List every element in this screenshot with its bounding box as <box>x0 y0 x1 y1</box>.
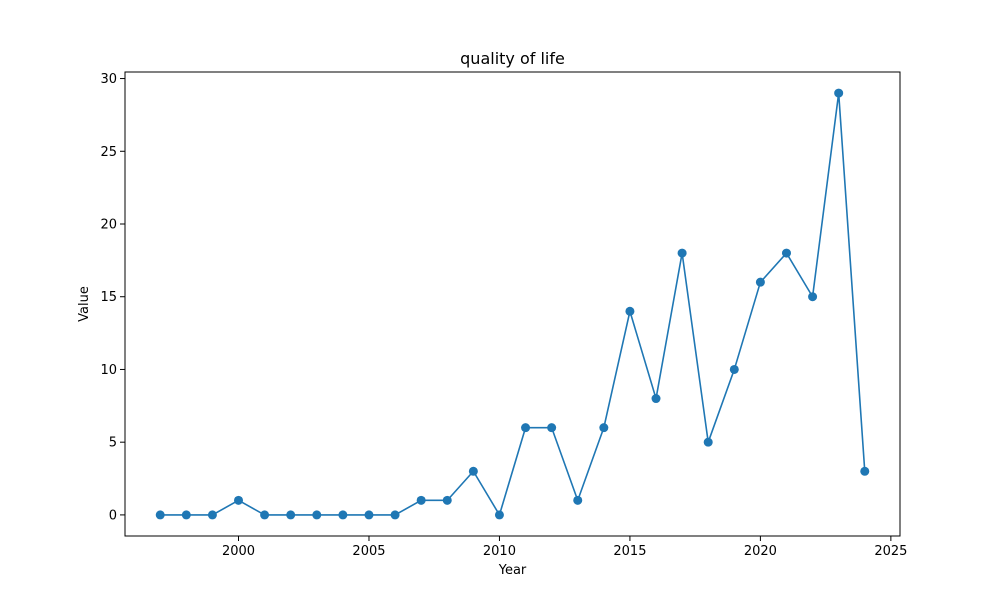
data-point <box>808 292 818 302</box>
y-axis-label: Value <box>77 286 92 322</box>
y-tick-label: 30 <box>100 72 117 87</box>
data-point <box>207 510 217 520</box>
data-point <box>338 510 348 520</box>
data-point <box>834 88 844 98</box>
x-tick-label: 2005 <box>352 544 385 559</box>
data-point <box>677 248 687 258</box>
data-point <box>390 510 400 520</box>
data-point <box>625 306 635 316</box>
x-axis-label: Year <box>498 563 527 578</box>
data-point <box>729 364 739 374</box>
data-point <box>364 510 374 520</box>
series-line <box>160 92 866 516</box>
x-tick-label: 2000 <box>222 544 255 559</box>
data-point <box>260 510 270 520</box>
data-point <box>599 423 609 433</box>
chart-title: quality of life <box>460 49 565 68</box>
data-point <box>442 495 452 505</box>
plot-frame <box>124 71 901 537</box>
data-point <box>181 510 191 520</box>
y-tick-label: 25 <box>100 145 117 160</box>
y-tick-label: 20 <box>100 218 117 233</box>
data-point <box>651 394 661 404</box>
data-point <box>521 423 531 433</box>
data-point <box>781 248 791 258</box>
x-tick-label: 2015 <box>613 544 646 559</box>
data-point <box>755 277 765 287</box>
data-point <box>494 510 504 520</box>
data-point <box>312 510 322 520</box>
data-point <box>416 495 426 505</box>
y-tick-label: 0 <box>109 508 117 523</box>
data-point <box>547 423 557 433</box>
y-tick-label: 15 <box>100 290 117 305</box>
data-point <box>468 466 478 476</box>
data-point <box>286 510 296 520</box>
data-point <box>860 466 870 476</box>
x-tick-label: 2010 <box>483 544 516 559</box>
data-point <box>234 495 244 505</box>
x-tick-label: 2025 <box>874 544 907 559</box>
x-tick-label: 2020 <box>744 544 777 559</box>
data-point <box>155 510 165 520</box>
y-tick-label: 10 <box>100 363 117 378</box>
data-point <box>703 437 713 447</box>
data-point <box>573 495 583 505</box>
y-tick-label: 5 <box>109 436 117 451</box>
